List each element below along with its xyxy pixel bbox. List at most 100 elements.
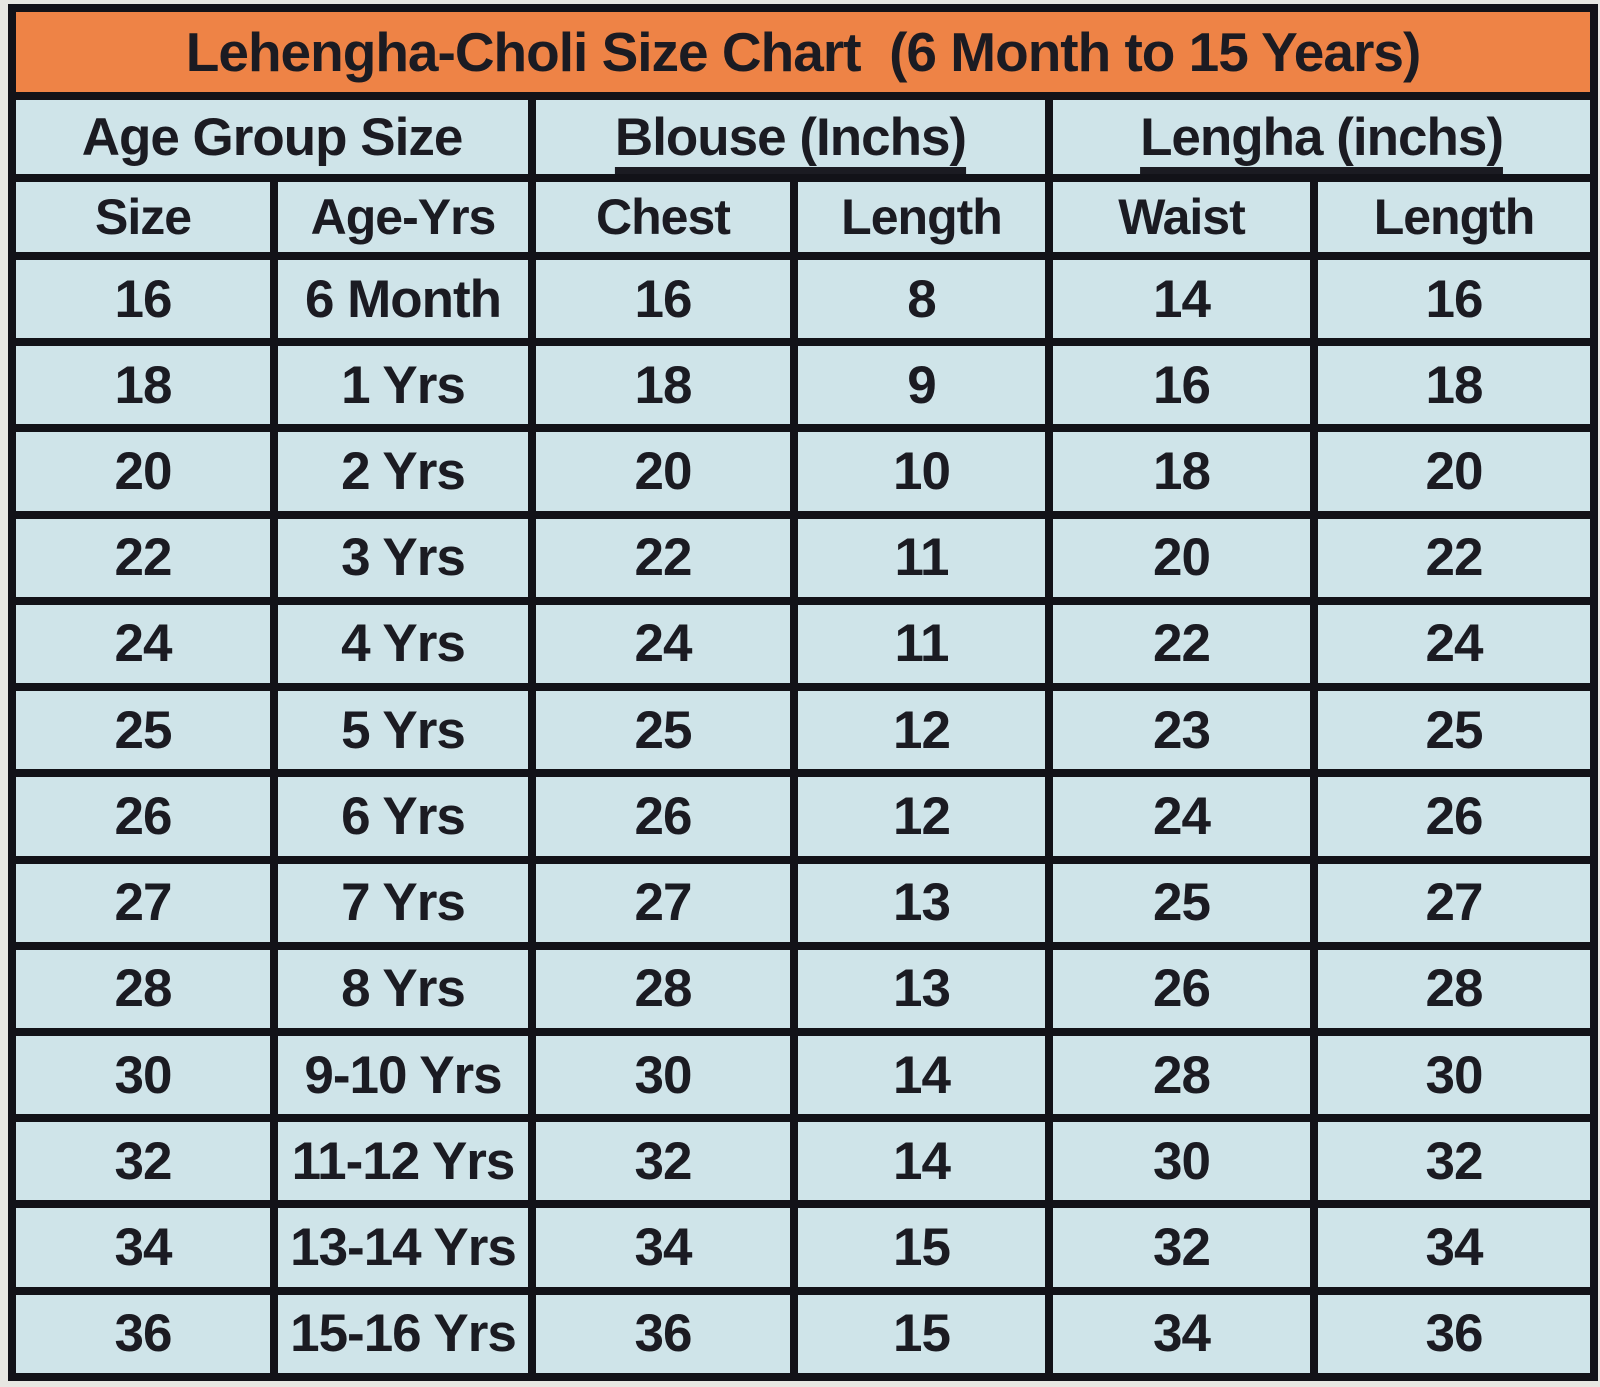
table-cell: 20 (528, 424, 798, 519)
group-header-age-group-size-label: Age Group Size (81, 107, 464, 167)
chart-title: Lehengha-Choli Size Chart (6 Month to 15… (7, 4, 1599, 100)
table-row: 28 8 Yrs 28 13 26 28 (8, 941, 1599, 1036)
table-cell: 3 Yrs (270, 510, 536, 605)
table-cell: 20 (1309, 424, 1599, 519)
table-cell: 18 (8, 338, 278, 433)
table-cell: 30 (1045, 1114, 1318, 1209)
table-cell: 36 (528, 1286, 798, 1382)
table-cell: 32 (1045, 1200, 1318, 1295)
table-cell: 24 (1309, 596, 1599, 692)
table-cell: 20 (1045, 510, 1318, 605)
column-header-blouse-length: Length (790, 174, 1053, 260)
table-cell: 27 (528, 855, 798, 950)
table-cell: 9-10 Yrs (270, 1027, 536, 1123)
group-header-lengha-label: Lengha (inchs) (1140, 107, 1504, 167)
table-cell: 26 (1045, 941, 1318, 1036)
table-cell: 32 (528, 1114, 798, 1209)
table-cell: 30 (528, 1027, 798, 1123)
table-cell: 8 Yrs (270, 941, 536, 1036)
table-cell: 32 (1309, 1114, 1599, 1209)
table-cell: 24 (528, 596, 798, 692)
table-cell: 26 (528, 769, 798, 864)
table-cell: 14 (1045, 251, 1318, 347)
table-cell: 9 (790, 338, 1053, 433)
table-cell: 24 (8, 596, 278, 692)
size-chart-table: Lehengha-Choli Size Chart (6 Month to 15… (7, 4, 1599, 1382)
table-cell: 27 (1309, 855, 1599, 950)
table-cell: 7 Yrs (270, 855, 536, 950)
table-cell: 28 (528, 941, 798, 1036)
table-cell: 18 (1309, 338, 1599, 433)
table-cell: 36 (8, 1286, 278, 1382)
table-cell: 30 (8, 1027, 278, 1123)
table-cell: 34 (1045, 1286, 1318, 1382)
table-cell: 24 (1045, 769, 1318, 864)
table-cell: 22 (8, 510, 278, 605)
table-cell: 34 (8, 1200, 278, 1295)
table-row: 18 1 Yrs 18 9 16 18 (8, 338, 1599, 433)
table-cell: 22 (528, 510, 798, 605)
table-cell: 30 (1309, 1027, 1599, 1123)
table-cell: 20 (8, 424, 278, 519)
table-cell: 22 (1045, 596, 1318, 692)
table-cell: 25 (1309, 683, 1599, 778)
table-row: 32 11-12 Yrs 32 14 30 32 (8, 1114, 1599, 1209)
table-cell: 18 (1045, 424, 1318, 519)
table-row: 16 6 Month 16 8 14 16 (8, 251, 1599, 347)
table-cell: 32 (8, 1114, 278, 1209)
column-header-chest: Chest (528, 174, 798, 260)
table-cell: 11 (790, 596, 1053, 692)
table-cell: 25 (8, 683, 278, 778)
table-cell: 2 Yrs (270, 424, 536, 519)
table-row: 25 5 Yrs 25 12 23 25 (8, 683, 1599, 778)
table-cell: 25 (528, 683, 798, 778)
table-cell: 15 (790, 1200, 1053, 1295)
group-header-row: Age Group Size Blouse (Inchs) Lengha (in… (8, 92, 1599, 182)
table-cell: 36 (1309, 1286, 1599, 1382)
table-cell: 26 (1309, 769, 1599, 864)
column-header-size: Size (8, 174, 278, 260)
table-cell: 25 (1045, 855, 1318, 950)
table-cell: 15 (790, 1286, 1053, 1382)
table-row: 36 15-16 Yrs 36 15 34 36 (8, 1286, 1599, 1382)
table-cell: 16 (1309, 251, 1599, 347)
table-cell: 34 (528, 1200, 798, 1295)
group-header-blouse-label: Blouse (Inchs) (614, 107, 967, 167)
table-row: 34 13-14 Yrs 34 15 32 34 (8, 1200, 1599, 1295)
table-row: 27 7 Yrs 27 13 25 27 (8, 855, 1599, 950)
table-row: 24 4 Yrs 24 11 22 24 (8, 596, 1599, 692)
column-header-row: Size Age-Yrs Chest Length Waist Length (8, 174, 1599, 260)
table-cell: 14 (790, 1114, 1053, 1209)
table-cell: 6 Month (270, 251, 536, 347)
table-cell: 28 (8, 941, 278, 1036)
table-cell: 5 Yrs (270, 683, 536, 778)
table-cell: 8 (790, 251, 1053, 347)
table-row: 20 2 Yrs 20 10 18 20 (8, 424, 1599, 519)
table-cell: 10 (790, 424, 1053, 519)
table-cell: 28 (1045, 1027, 1318, 1123)
table-cell: 16 (528, 251, 798, 347)
table-cell: 12 (790, 683, 1053, 778)
column-header-lengha-length: Length (1309, 174, 1599, 260)
table-cell: 11 (790, 510, 1053, 605)
column-header-waist: Waist (1045, 174, 1318, 260)
table-cell: 23 (1045, 683, 1318, 778)
group-header-blouse: Blouse (Inchs) (528, 92, 1053, 182)
table-cell: 34 (1309, 1200, 1599, 1295)
table-cell: 12 (790, 769, 1053, 864)
table-cell: 13 (790, 941, 1053, 1036)
table-cell: 13-14 Yrs (270, 1200, 536, 1295)
title-row: Lehengha-Choli Size Chart (6 Month to 15… (7, 4, 1599, 100)
table-row: 22 3 Yrs 22 11 20 22 (8, 510, 1599, 605)
group-header-lengha: Lengha (inchs) (1044, 92, 1599, 182)
group-header-age-group-size: Age Group Size (8, 92, 536, 182)
table-cell: 14 (790, 1027, 1053, 1123)
table-cell: 16 (1045, 338, 1318, 433)
table-row: 30 9-10 Yrs 30 14 28 30 (8, 1027, 1599, 1123)
table-cell: 27 (8, 855, 278, 950)
table-cell: 1 Yrs (270, 338, 536, 433)
column-header-age-yrs: Age-Yrs (270, 174, 536, 260)
table-cell: 6 Yrs (270, 769, 536, 864)
size-table-body: 16 6 Month 16 8 14 16 18 1 Yrs 18 9 16 18 20 2 Yrs 20 1… (8, 251, 1599, 1382)
